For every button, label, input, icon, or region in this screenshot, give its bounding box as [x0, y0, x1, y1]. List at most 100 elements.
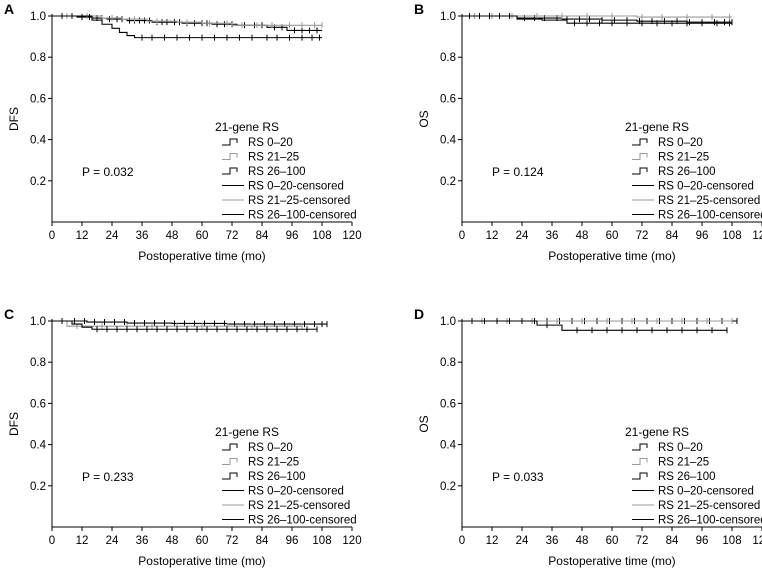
x-tick-label: 72 [226, 230, 239, 242]
y-tick-label: 0.4 [440, 440, 457, 452]
legend-step-symbol [222, 458, 238, 465]
legend-step-symbol [632, 167, 648, 175]
x-tick-label: 84 [256, 230, 269, 242]
p-value: P = 0.032 [82, 165, 134, 179]
panel-c: C 0 12 24 36 48 60 72 84 96 108 120 0.2 0.4 0.6 0.8 1.0 P… [4, 306, 362, 568]
x-tick-label: 12 [76, 230, 89, 242]
y-tick-label: 0.6 [440, 93, 456, 105]
x-tick-label: 48 [166, 535, 179, 547]
y-tick-label: 0.4 [440, 135, 457, 147]
x-tick-label: 108 [722, 535, 741, 547]
x-tick-label: 60 [606, 230, 619, 242]
x-tick-label: 96 [286, 535, 299, 547]
legend-entry: RS 26–100-censored [248, 515, 357, 527]
x-tick-label: 96 [696, 230, 709, 242]
x-tick-label: 60 [606, 535, 619, 547]
legend: 21-gene RS RS 0–20 RS 21–25 RS 26–100 RS 0–2… [625, 120, 762, 222]
legend-entry: RS 26–100-censored [658, 210, 762, 222]
legend-step-symbol [632, 443, 648, 451]
x-tick-label: 36 [136, 535, 149, 547]
y-axis-label: DFS [7, 412, 21, 436]
legend-step-symbol [222, 472, 238, 480]
y-tick-label: 0.8 [30, 357, 46, 369]
x-axis-label: Postoperative time (mo) [548, 554, 675, 568]
km-series-2 [52, 320, 318, 333]
p-value: P = 0.033 [492, 470, 544, 484]
legend-entry: RS 0–20 [248, 137, 293, 149]
y-tick-label: 0.6 [30, 93, 46, 105]
panel-b: B 0 12 24 36 48 60 72 84 96 108 120 0.2 0.4 0.6 0.8 1.0 P… [414, 1, 762, 263]
legend-entry: RS 26–100 [658, 471, 716, 483]
legend-entry: RS 21–25-censored [248, 500, 350, 512]
x-tick-label: 36 [546, 230, 559, 242]
x-tick-label: 36 [136, 230, 149, 242]
km-series-2 [462, 15, 732, 27]
panel-label: A [4, 1, 14, 17]
x-tick-label: 84 [666, 535, 679, 547]
legend-entry: RS 26–100-censored [658, 515, 762, 527]
x-tick-label: 96 [696, 535, 709, 547]
legend-entry: RS 21–25 [248, 152, 299, 164]
x-tick-label: 72 [636, 535, 649, 547]
legend-entry: RS 0–20-censored [658, 181, 754, 193]
x-tick-label: 120 [342, 535, 361, 547]
x-tick-label: 84 [256, 535, 269, 547]
legend-step-symbol [222, 153, 238, 160]
x-tick-label: 96 [286, 230, 299, 242]
x-tick-label: 48 [576, 230, 589, 242]
legend-entry: RS 21–25-censored [658, 195, 760, 207]
y-tick-label: 1.0 [30, 316, 46, 328]
panel-a: A 0 12 24 36 48 60 72 84 96 108 120 0.2 0.4 0.6 0.8 1.0 P… [4, 1, 362, 263]
legend-entry: RS 21–25 [658, 152, 709, 164]
y-tick-label: 0.8 [440, 52, 456, 64]
legend-title: 21-gene RS [215, 425, 279, 439]
x-tick-label: 72 [226, 535, 239, 547]
y-tick-label: 1.0 [30, 11, 46, 23]
x-axis-label: Postoperative time (mo) [138, 249, 265, 263]
km-curve [52, 15, 322, 39]
x-tick-label: 24 [106, 535, 119, 547]
km-curve [462, 320, 727, 331]
x-tick-label: 0 [459, 535, 465, 547]
km-curve [52, 320, 317, 330]
legend-step-symbol [222, 138, 238, 146]
legend-entry: RS 0–20-censored [658, 486, 754, 498]
km-curve [462, 15, 732, 18]
panel-d: D 0 12 24 36 48 60 72 84 96 108 120 0.2 0.4 0.6 0.8 1.0 P… [414, 306, 762, 568]
x-tick-label: 84 [666, 230, 679, 242]
panel-label: D [414, 306, 424, 322]
y-axis-label: DFS [7, 107, 21, 131]
legend-entry: RS 21–25-censored [248, 195, 350, 207]
x-tick-label: 72 [636, 230, 649, 242]
panel-label: C [4, 306, 14, 322]
legend-entry: RS 26–100 [248, 166, 306, 178]
legend-entry: RS 21–25-censored [658, 500, 760, 512]
legend-entry: RS 21–25 [248, 457, 299, 469]
p-value: P = 0.233 [82, 470, 134, 484]
legend-entry: RS 0–20-censored [248, 181, 344, 193]
x-tick-label: 0 [49, 230, 55, 242]
x-tick-label: 48 [166, 230, 179, 242]
x-tick-label: 108 [312, 230, 331, 242]
x-tick-label: 24 [516, 535, 529, 547]
x-tick-label: 0 [459, 230, 465, 242]
legend-entry: RS 26–100-censored [248, 210, 357, 222]
legend-step-symbol [632, 458, 648, 465]
legend-entry: RS 26–100 [248, 471, 306, 483]
y-axis-label: OS [417, 110, 431, 127]
legend-title: 21-gene RS [215, 120, 279, 134]
legend-entry: RS 0–20 [658, 137, 703, 149]
y-tick-label: 0.2 [440, 176, 456, 188]
legend-entry: RS 26–100 [658, 166, 716, 178]
y-axis-label: OS [417, 415, 431, 432]
y-tick-label: 0.6 [440, 398, 456, 410]
x-axis-label: Postoperative time (mo) [138, 554, 265, 568]
legend-entry: RS 0–20 [248, 442, 293, 454]
x-tick-label: 48 [576, 535, 589, 547]
km-series-2 [52, 15, 322, 41]
x-tick-label: 36 [546, 535, 559, 547]
legend: 21-gene RS RS 0–20 RS 21–25 RS 26–100 RS 0–2… [215, 120, 357, 222]
legend-title: 21-gene RS [625, 120, 689, 134]
y-tick-label: 0.8 [440, 357, 456, 369]
